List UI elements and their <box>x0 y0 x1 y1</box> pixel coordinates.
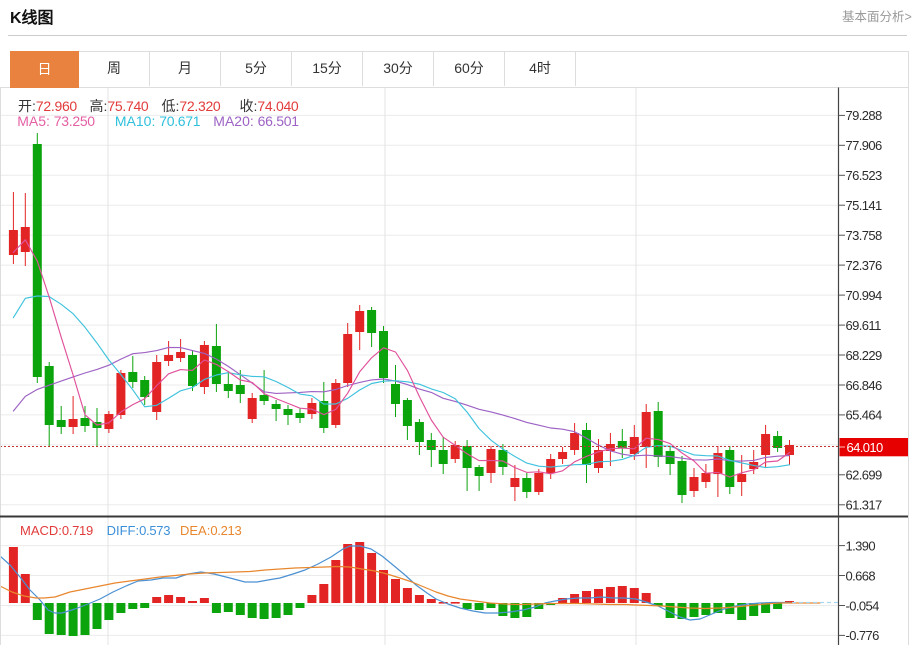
svg-text:72.376: 72.376 <box>846 258 883 273</box>
svg-text:-0.054: -0.054 <box>846 598 880 613</box>
svg-text:68.229: 68.229 <box>846 348 883 363</box>
svg-text:75.141: 75.141 <box>846 198 883 213</box>
svg-text:79.288: 79.288 <box>846 108 883 123</box>
svg-text:77.906: 77.906 <box>846 138 883 153</box>
svg-text:62.699: 62.699 <box>846 468 883 483</box>
svg-text:73.758: 73.758 <box>846 228 883 243</box>
svg-text:69.611: 69.611 <box>846 318 882 333</box>
svg-text:76.523: 76.523 <box>846 168 883 183</box>
svg-text:61.317: 61.317 <box>846 498 883 513</box>
svg-text:66.846: 66.846 <box>846 378 883 393</box>
svg-text:64.010: 64.010 <box>847 440 884 455</box>
svg-text:1.390: 1.390 <box>846 538 876 553</box>
svg-text:-0.776: -0.776 <box>846 628 880 643</box>
svg-text:65.464: 65.464 <box>846 408 883 423</box>
svg-text:70.994: 70.994 <box>846 288 883 303</box>
svg-text:0.668: 0.668 <box>846 568 876 583</box>
